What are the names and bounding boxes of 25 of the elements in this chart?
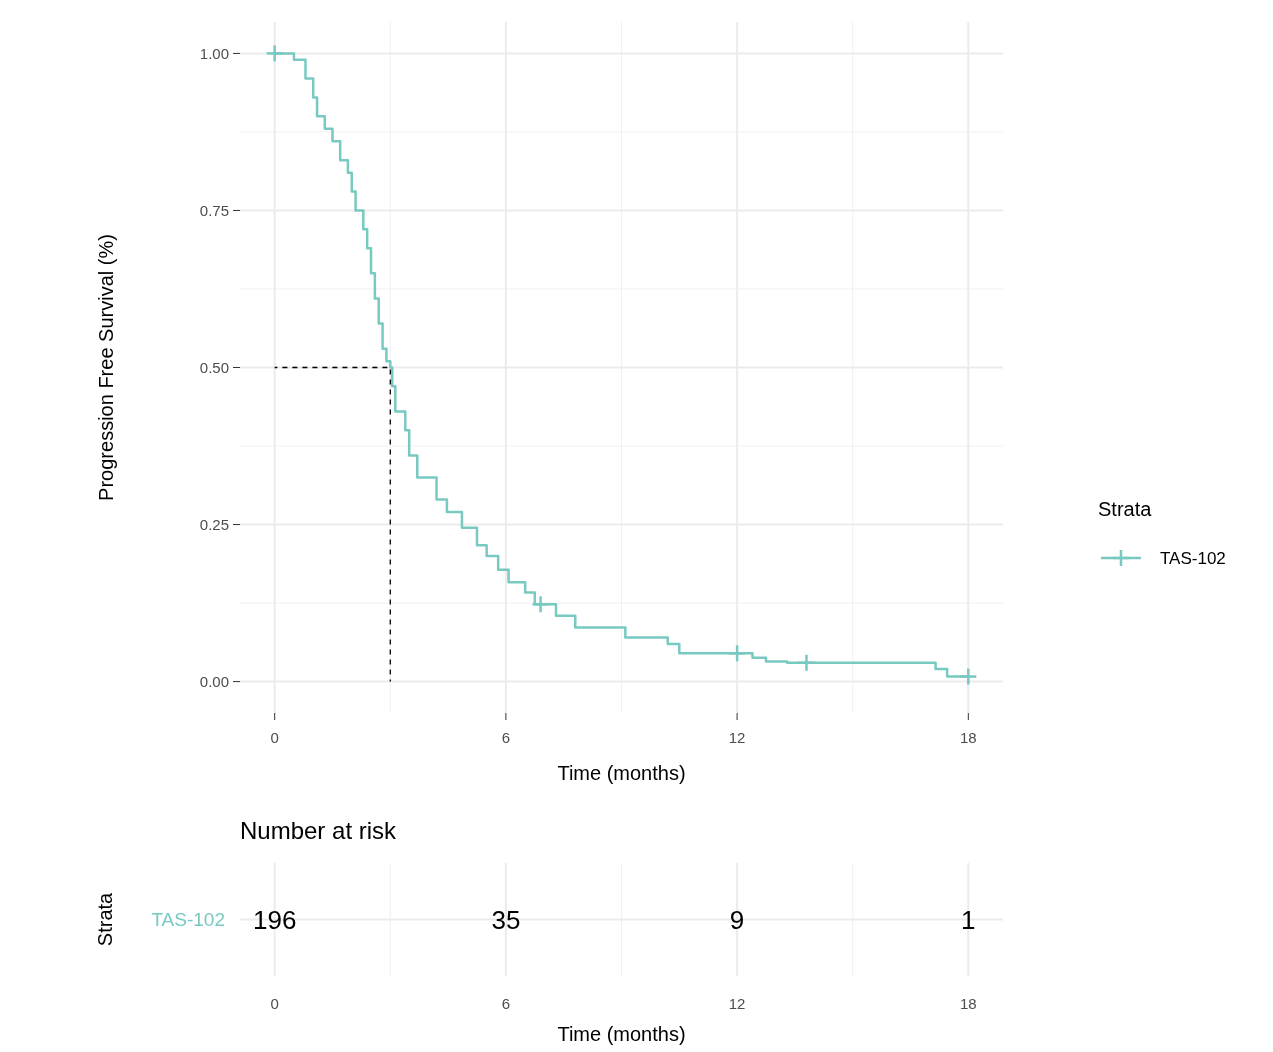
x-tick-label: 0 (270, 729, 279, 746)
data-label: 9 (729, 904, 745, 935)
y-tick-label: 0.75 (199, 201, 229, 219)
legend-label: TAS-102 (1160, 548, 1226, 568)
x-tick-label: 18 (959, 995, 977, 1012)
y-tick-label: 0.25 (199, 515, 229, 533)
chart-title: Number at risk (240, 817, 398, 844)
x-tick-label: 12 (728, 729, 746, 746)
y-axis-title: Strata (94, 891, 116, 947)
x-axis-title: Time (months) (557, 1023, 686, 1045)
legend-title: Strata (1098, 498, 1153, 520)
x-axis-title: Time (months) (557, 762, 686, 784)
y-tick-label: 1.00 (199, 44, 229, 62)
x-tick-label: 18 (959, 729, 977, 746)
x-tick-label: 12 (728, 995, 746, 1012)
x-tick-label: 6 (501, 995, 511, 1012)
data-label: 1 (961, 904, 976, 935)
data-label: 196 (252, 904, 297, 935)
x-tick-label: 6 (501, 729, 511, 746)
y-tick-label: 0.50 (199, 358, 229, 376)
y-axis-title: Progression Free Survival (%) (95, 234, 117, 501)
x-tick-label: 0 (270, 995, 279, 1012)
y-tick-label: 0.00 (199, 672, 229, 690)
data-label: 35 (491, 904, 521, 935)
y-tick-label: TAS-102 (151, 909, 225, 931)
